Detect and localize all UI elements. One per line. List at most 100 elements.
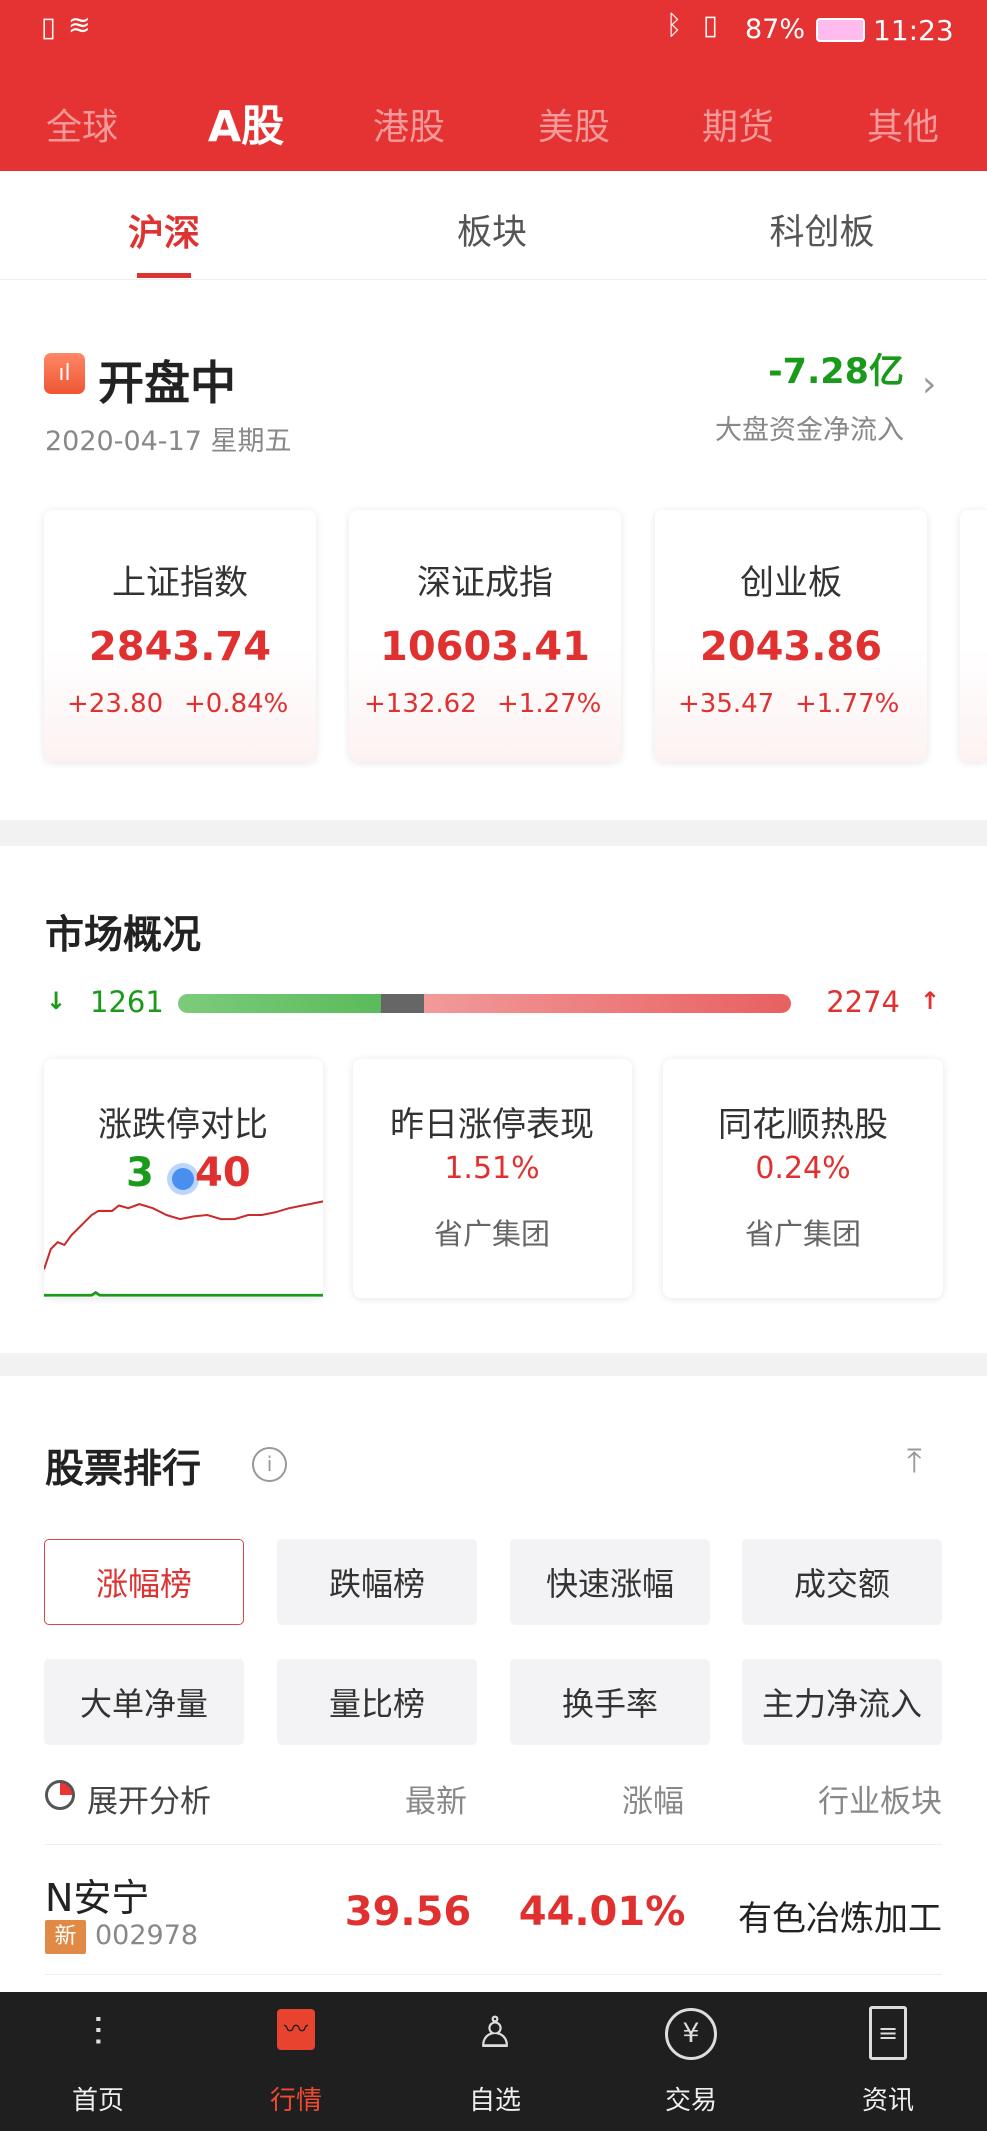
market-date: 2020-04-17 星期五 xyxy=(45,426,292,457)
col-change[interactable]: 涨幅 xyxy=(622,1784,684,1820)
index-change: +23.80 xyxy=(67,689,164,719)
divider xyxy=(0,279,987,280)
limit-up-line xyxy=(44,1200,323,1270)
tab-global[interactable]: 全球 xyxy=(45,107,119,148)
stock-sector: 有色冶炼加工 xyxy=(738,1899,942,1939)
divider xyxy=(45,1844,942,1845)
tab-futures[interactable]: 期货 xyxy=(701,107,775,148)
battery-percent: 87% xyxy=(745,14,806,45)
card-stock: 省广集团 xyxy=(433,1217,551,1251)
advance-decline-bar xyxy=(178,994,791,1013)
card-title: 昨日涨停表现 xyxy=(390,1105,594,1145)
net-flow-label[interactable]: 大盘资金净流入 xyxy=(715,415,904,446)
card-value: 1.51% xyxy=(444,1151,540,1186)
stock-name: N安宁 xyxy=(45,1876,150,1920)
info-icon[interactable]: i xyxy=(252,1447,287,1482)
index-value: 2843.74 xyxy=(88,624,272,670)
candlestick-chart-icon: ⫶ xyxy=(93,2010,103,2056)
vibrate-icon: ▯ xyxy=(703,10,718,41)
new-badge: 新 xyxy=(45,1920,86,1954)
tab-other[interactable]: 其他 xyxy=(866,107,940,148)
yesterday-limit-card[interactable]: 昨日涨停表现 1.51% 省广集团 xyxy=(353,1059,632,1298)
limit-down-line xyxy=(44,1290,323,1297)
document-icon: ≡ xyxy=(869,2006,907,2060)
subtab-indicator xyxy=(137,273,191,278)
index-name: 深证成指 xyxy=(417,563,553,603)
wifi-icon: ≋ xyxy=(68,10,91,41)
index-card-partial[interactable] xyxy=(960,510,987,762)
card-value: 0.24% xyxy=(755,1151,851,1186)
tab-hk[interactable]: 港股 xyxy=(372,107,446,148)
market-chart-icon: 〰 xyxy=(277,2009,315,2050)
table-row[interactable]: N安宁 新 002978 39.56 44.01% 有色冶炼加工 xyxy=(0,1845,987,1974)
touch-indicator xyxy=(172,1168,194,1190)
rank-gainers-button[interactable]: 涨幅榜 xyxy=(44,1539,244,1625)
nav-label: 行情 xyxy=(269,2086,322,2116)
index-pct: +0.84% xyxy=(184,689,289,719)
index-pct: +1.77% xyxy=(795,689,900,719)
nav-news[interactable]: ≡ 资讯 xyxy=(827,2001,949,2121)
subtab-sectors[interactable]: 板块 xyxy=(456,213,528,253)
analysis-pie-icon[interactable] xyxy=(45,1780,75,1810)
yen-icon: ¥ xyxy=(665,2008,717,2060)
battery-icon xyxy=(816,18,865,42)
net-flow-value[interactable]: -7.28亿 xyxy=(768,352,904,392)
limit-trend-chart xyxy=(44,1200,323,1297)
tab-a-shares[interactable]: A股 xyxy=(207,102,285,152)
index-change: +132.62 xyxy=(364,689,477,719)
subtab-star-market[interactable]: 科创板 xyxy=(769,213,875,253)
overview-title: 市场概况 xyxy=(45,913,202,958)
index-card-shenzhen[interactable]: 深证成指 10603.41 +132.62 +1.27% xyxy=(349,510,621,762)
index-value: 2043.86 xyxy=(699,624,883,670)
section-separator xyxy=(0,1353,987,1376)
rank-volume-ratio-button[interactable]: 量比榜 xyxy=(277,1659,477,1745)
person-icon: ♙ xyxy=(475,2008,515,2058)
rank-main-inflow-button[interactable]: 主力净流入 xyxy=(742,1659,942,1745)
limit-down-count: 3 xyxy=(126,1150,154,1196)
clock: 11:23 xyxy=(873,14,954,47)
card-title: 同花顺热股 xyxy=(718,1105,888,1145)
card-stock: 省广集团 xyxy=(744,1217,862,1251)
subtab-hushen[interactable]: 沪深 xyxy=(127,213,201,254)
col-sector[interactable]: 行业板块 xyxy=(818,1784,942,1820)
bluetooth-icon: ᛒ xyxy=(666,10,683,41)
nav-trade[interactable]: ¥ 交易 xyxy=(630,2001,752,2121)
sim-alert-icon: ▯ xyxy=(41,12,56,43)
limit-up-count: 40 xyxy=(195,1150,251,1196)
col-latest[interactable]: 最新 xyxy=(405,1784,467,1820)
nav-label: 首页 xyxy=(71,2086,124,2116)
stock-pct: 44.01% xyxy=(518,1889,686,1935)
expand-analysis[interactable]: 展开分析 xyxy=(87,1784,211,1820)
hot-stocks-card[interactable]: 同花顺热股 0.24% 省广集团 xyxy=(663,1059,943,1298)
index-card-shanghai[interactable]: 上证指数 2843.74 +23.80 +0.84% xyxy=(44,510,316,762)
limit-compare-card[interactable]: 涨跌停对比 3 40 xyxy=(44,1059,323,1298)
arrow-down-icon: ↓ xyxy=(46,987,67,1015)
index-pct: +1.27% xyxy=(497,689,602,719)
bottom-nav xyxy=(0,1992,987,2131)
nav-home[interactable]: ⫶ 首页 xyxy=(37,2001,159,2121)
rank-losers-button[interactable]: 跌幅榜 xyxy=(277,1539,477,1625)
stock-price: 39.56 xyxy=(344,1889,472,1935)
nav-label: 交易 xyxy=(664,2086,717,2116)
nav-label: 资讯 xyxy=(861,2086,914,2116)
index-card-chinext[interactable]: 创业板 2043.86 +35.47 +1.77% xyxy=(655,510,927,762)
rank-fast-rise-button[interactable]: 快速涨幅 xyxy=(510,1539,710,1625)
index-value: 10603.41 xyxy=(379,624,591,670)
up-count: 2274 xyxy=(826,985,900,1019)
market-status-title: 开盘中 xyxy=(98,356,236,410)
index-change: +35.47 xyxy=(678,689,775,719)
rank-turnover-value-button[interactable]: 成交额 xyxy=(742,1539,942,1625)
index-name: 创业板 xyxy=(740,563,842,603)
scroll-top-icon[interactable]: ⤒ xyxy=(907,1441,922,1480)
nav-market[interactable]: 〰 行情 xyxy=(235,2001,357,2121)
nav-watchlist[interactable]: ♙ 自选 xyxy=(434,2001,556,2121)
down-count: 1261 xyxy=(90,985,164,1019)
tab-us[interactable]: 美股 xyxy=(537,107,611,148)
chevron-right-icon[interactable]: › xyxy=(922,364,937,405)
ranking-title: 股票排行 xyxy=(45,1447,202,1492)
stock-code: 002978 xyxy=(95,1920,199,1951)
rank-big-order-button[interactable]: 大单净量 xyxy=(44,1659,244,1745)
candlestick-icon: ıl xyxy=(44,353,85,394)
nav-label: 自选 xyxy=(468,2086,521,2116)
rank-turnover-rate-button[interactable]: 换手率 xyxy=(510,1659,710,1745)
